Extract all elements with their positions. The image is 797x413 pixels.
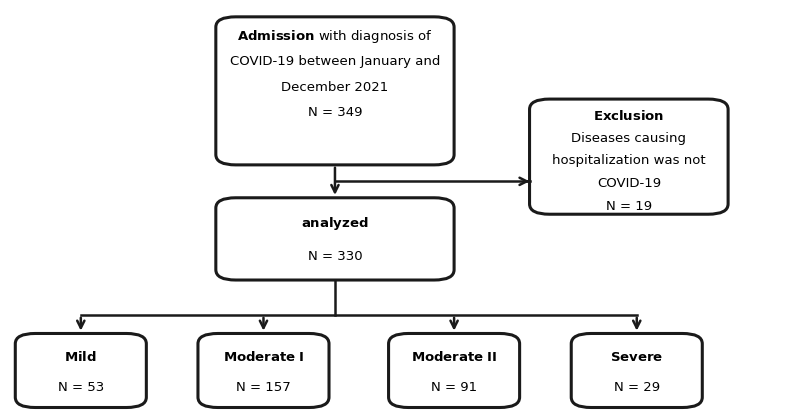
FancyBboxPatch shape xyxy=(529,100,728,215)
Text: $\mathbf{analyzed}$: $\mathbf{analyzed}$ xyxy=(301,214,369,231)
Text: hospitalization was not: hospitalization was not xyxy=(552,154,705,167)
Text: N = 157: N = 157 xyxy=(236,380,291,394)
Text: COVID-19 between January and: COVID-19 between January and xyxy=(230,55,440,68)
FancyBboxPatch shape xyxy=(216,198,454,280)
Text: N = 349: N = 349 xyxy=(308,106,362,119)
Text: N = 29: N = 29 xyxy=(614,380,660,394)
Text: N = 53: N = 53 xyxy=(57,380,104,394)
FancyBboxPatch shape xyxy=(389,334,520,408)
Text: $\mathbf{Moderate\ II}$: $\mathbf{Moderate\ II}$ xyxy=(411,349,497,363)
Text: Diseases causing: Diseases causing xyxy=(571,131,686,145)
Text: $\mathbf{Mild}$: $\mathbf{Mild}$ xyxy=(65,349,97,363)
FancyBboxPatch shape xyxy=(571,334,702,408)
FancyBboxPatch shape xyxy=(216,18,454,166)
Text: $\mathbf{Exclusion}$: $\mathbf{Exclusion}$ xyxy=(593,109,665,122)
Text: $\mathbf{Moderate\ I}$: $\mathbf{Moderate\ I}$ xyxy=(222,349,304,363)
FancyBboxPatch shape xyxy=(198,334,329,408)
Text: $\mathbf{Admission}$ with diagnosis of: $\mathbf{Admission}$ with diagnosis of xyxy=(238,28,433,45)
Text: December 2021: December 2021 xyxy=(281,81,389,94)
Text: N = 91: N = 91 xyxy=(431,380,477,394)
Text: N = 330: N = 330 xyxy=(308,249,363,262)
Text: N = 19: N = 19 xyxy=(606,199,652,212)
Text: $\mathbf{Severe}$: $\mathbf{Severe}$ xyxy=(611,350,663,363)
FancyBboxPatch shape xyxy=(15,334,147,408)
Text: COVID-19: COVID-19 xyxy=(597,177,661,190)
